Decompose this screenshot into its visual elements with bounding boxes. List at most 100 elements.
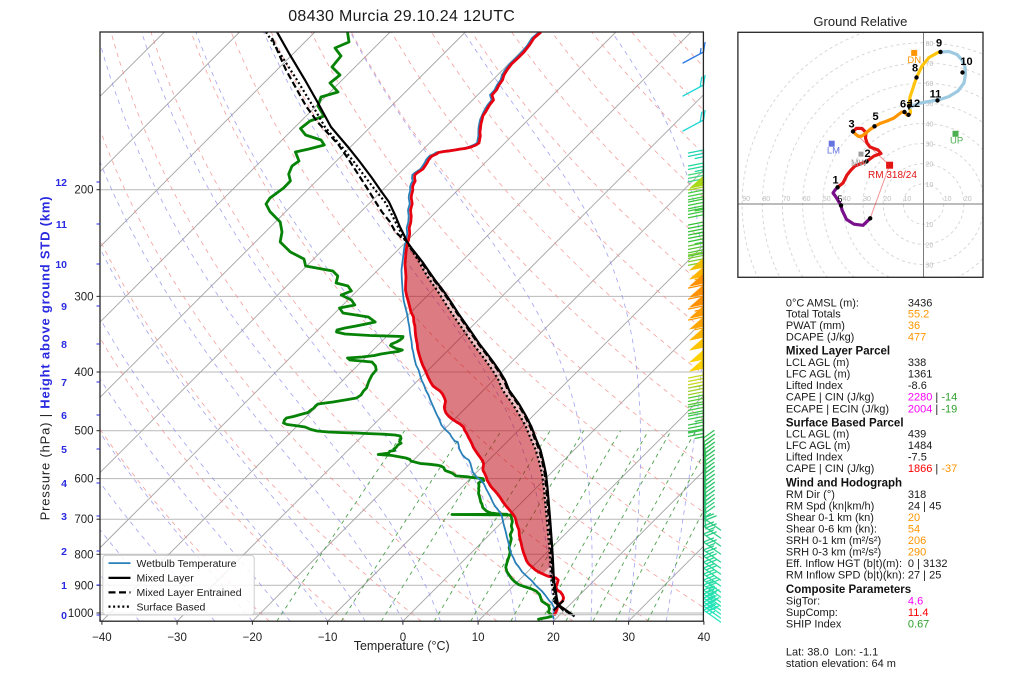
svg-text:290: 290 — [908, 547, 926, 559]
svg-text:20: 20 — [926, 242, 934, 249]
svg-text:Composite Parameters: Composite Parameters — [786, 584, 911, 596]
svg-text:2: 2 — [864, 148, 870, 160]
svg-text:UP: UP — [950, 136, 963, 147]
svg-text:54: 54 — [908, 524, 920, 536]
svg-text:40: 40 — [843, 196, 851, 203]
svg-text:10: 10 — [926, 182, 934, 189]
svg-text:10: 10 — [926, 222, 934, 229]
svg-text:10: 10 — [944, 196, 952, 203]
svg-text:9: 9 — [936, 38, 942, 50]
svg-text:-7.5: -7.5 — [908, 452, 927, 464]
svg-text:8: 8 — [912, 63, 918, 75]
svg-text:10: 10 — [472, 632, 485, 644]
svg-text:50: 50 — [926, 101, 934, 108]
svg-text:11: 11 — [930, 89, 942, 101]
svg-text:700: 700 — [74, 514, 93, 526]
svg-text:−30: −30 — [167, 632, 187, 644]
svg-text:338: 338 — [908, 357, 926, 369]
svg-text:4: 4 — [61, 478, 67, 490]
svg-text:7: 7 — [61, 377, 67, 389]
svg-text:60: 60 — [803, 196, 811, 203]
svg-text:SRH 0-3 km (m²/s²): SRH 0-3 km (m²/s²) — [786, 547, 881, 559]
svg-text:LFC AGL (m): LFC AGL (m) — [786, 369, 850, 381]
svg-text:11: 11 — [56, 219, 67, 231]
svg-text:SRH 0-1 km (m²/s²): SRH 0-1 km (m²/s²) — [786, 535, 881, 547]
svg-text:4.6: 4.6 — [908, 596, 923, 608]
svg-text:300: 300 — [74, 291, 93, 303]
svg-text:Wetbulb Temperature: Wetbulb Temperature — [137, 558, 237, 570]
svg-text:Eff. Inflow HGT (b|t)(m):: Eff. Inflow HGT (b|t)(m): — [786, 558, 902, 570]
svg-text:70: 70 — [926, 61, 934, 68]
svg-text:LM: LM — [827, 146, 840, 157]
svg-text:0.67: 0.67 — [908, 619, 929, 631]
svg-text:55.2: 55.2 — [908, 309, 929, 321]
svg-text:200: 200 — [74, 185, 93, 197]
svg-text:50: 50 — [823, 196, 831, 203]
svg-text:SHIP Index: SHIP Index — [786, 619, 842, 631]
svg-text:−20: −20 — [243, 632, 263, 644]
svg-text:Lifted Index: Lifted Index — [786, 380, 843, 392]
svg-text:3: 3 — [848, 119, 854, 131]
svg-text:10: 10 — [55, 259, 67, 271]
svg-text:20: 20 — [926, 162, 934, 169]
svg-text:8: 8 — [61, 339, 67, 351]
svg-text:Lifted Index: Lifted Index — [786, 452, 843, 464]
svg-text:Lat: 38.0 Lon: -1.1: Lat: 38.0 Lon: -1.1 — [786, 647, 878, 659]
svg-text:Surface Based Parcel: Surface Based Parcel — [786, 418, 904, 430]
svg-text:Ground Relative: Ground Relative — [813, 14, 907, 29]
svg-text:DCAPE (J/kg): DCAPE (J/kg) — [786, 332, 854, 344]
svg-text:30: 30 — [622, 632, 635, 644]
svg-text:27 | 25: 27 | 25 — [908, 570, 941, 582]
svg-text:MW: MW — [851, 158, 867, 168]
svg-text:206: 206 — [908, 535, 926, 547]
svg-text:600: 600 — [74, 474, 93, 486]
svg-text:LFC AGL (m): LFC AGL (m) — [786, 440, 850, 452]
svg-text:1: 1 — [61, 580, 67, 592]
svg-text:30: 30 — [863, 196, 871, 203]
svg-text:6: 6 — [900, 99, 906, 111]
svg-text:−10: −10 — [318, 632, 338, 644]
svg-text:3: 3 — [61, 511, 67, 523]
svg-text:2: 2 — [61, 546, 67, 558]
svg-text:Pressure (hPa) | Height abov: Pressure (hPa) | Height above ground STD… — [38, 196, 53, 521]
svg-text:1000: 1000 — [68, 608, 94, 620]
svg-text:60: 60 — [926, 81, 934, 88]
svg-text:Shear 0-6 km (kn):: Shear 0-6 km (kn): — [786, 524, 877, 536]
svg-text:0: 0 — [400, 632, 406, 644]
svg-text:0 | 3132: 0 | 3132 — [908, 558, 948, 570]
svg-text:3436: 3436 — [908, 297, 932, 309]
svg-text:10: 10 — [904, 196, 912, 203]
svg-text:40: 40 — [926, 121, 934, 128]
svg-text:−40: −40 — [92, 632, 112, 644]
svg-text:90: 90 — [742, 196, 750, 203]
svg-text:2004 | -19: 2004 | -19 — [908, 404, 957, 416]
svg-text:80: 80 — [926, 41, 934, 48]
svg-text:LCL AGL (m): LCL AGL (m) — [786, 429, 849, 441]
svg-text:10: 10 — [960, 56, 972, 68]
svg-text:9: 9 — [61, 301, 67, 313]
svg-text:70: 70 — [783, 196, 791, 203]
svg-text:PWAT (mm): PWAT (mm) — [786, 320, 845, 332]
svg-text:1361: 1361 — [908, 369, 932, 381]
svg-text:SupComp:: SupComp: — [786, 607, 838, 619]
svg-text:Mixed Layer Entrained: Mixed Layer Entrained — [137, 587, 242, 599]
svg-text:CAPE | CIN (J/kg): CAPE | CIN (J/kg) — [786, 392, 874, 404]
svg-text:LCL AGL (m): LCL AGL (m) — [786, 357, 849, 369]
svg-text:RM Inflow SPD (b|t)(kn):: RM Inflow SPD (b|t)(kn): — [786, 570, 905, 582]
svg-text:ECAPE | ECIN (J/kg): ECAPE | ECIN (J/kg) — [786, 404, 889, 416]
svg-text:RM 318/24: RM 318/24 — [868, 170, 917, 181]
svg-text:0°C AMSL (m):: 0°C AMSL (m): — [786, 297, 859, 309]
svg-text:20: 20 — [964, 196, 972, 203]
svg-text:20: 20 — [547, 632, 560, 644]
svg-text:400: 400 — [74, 367, 93, 379]
svg-text:SigTor:: SigTor: — [786, 596, 820, 608]
svg-text:Mixed Layer: Mixed Layer — [137, 573, 195, 585]
svg-text:80: 80 — [762, 196, 770, 203]
svg-text:439: 439 — [908, 429, 926, 441]
svg-text:12: 12 — [55, 177, 67, 189]
svg-text:477: 477 — [908, 332, 926, 344]
svg-text:318: 318 — [908, 489, 926, 501]
svg-text:RM Dir (°): RM Dir (°) — [786, 489, 835, 501]
svg-text:08430 Murcia 29.10.24 12UTC: 08430 Murcia 29.10.24 12UTC — [288, 8, 515, 25]
svg-text:12: 12 — [908, 98, 920, 110]
